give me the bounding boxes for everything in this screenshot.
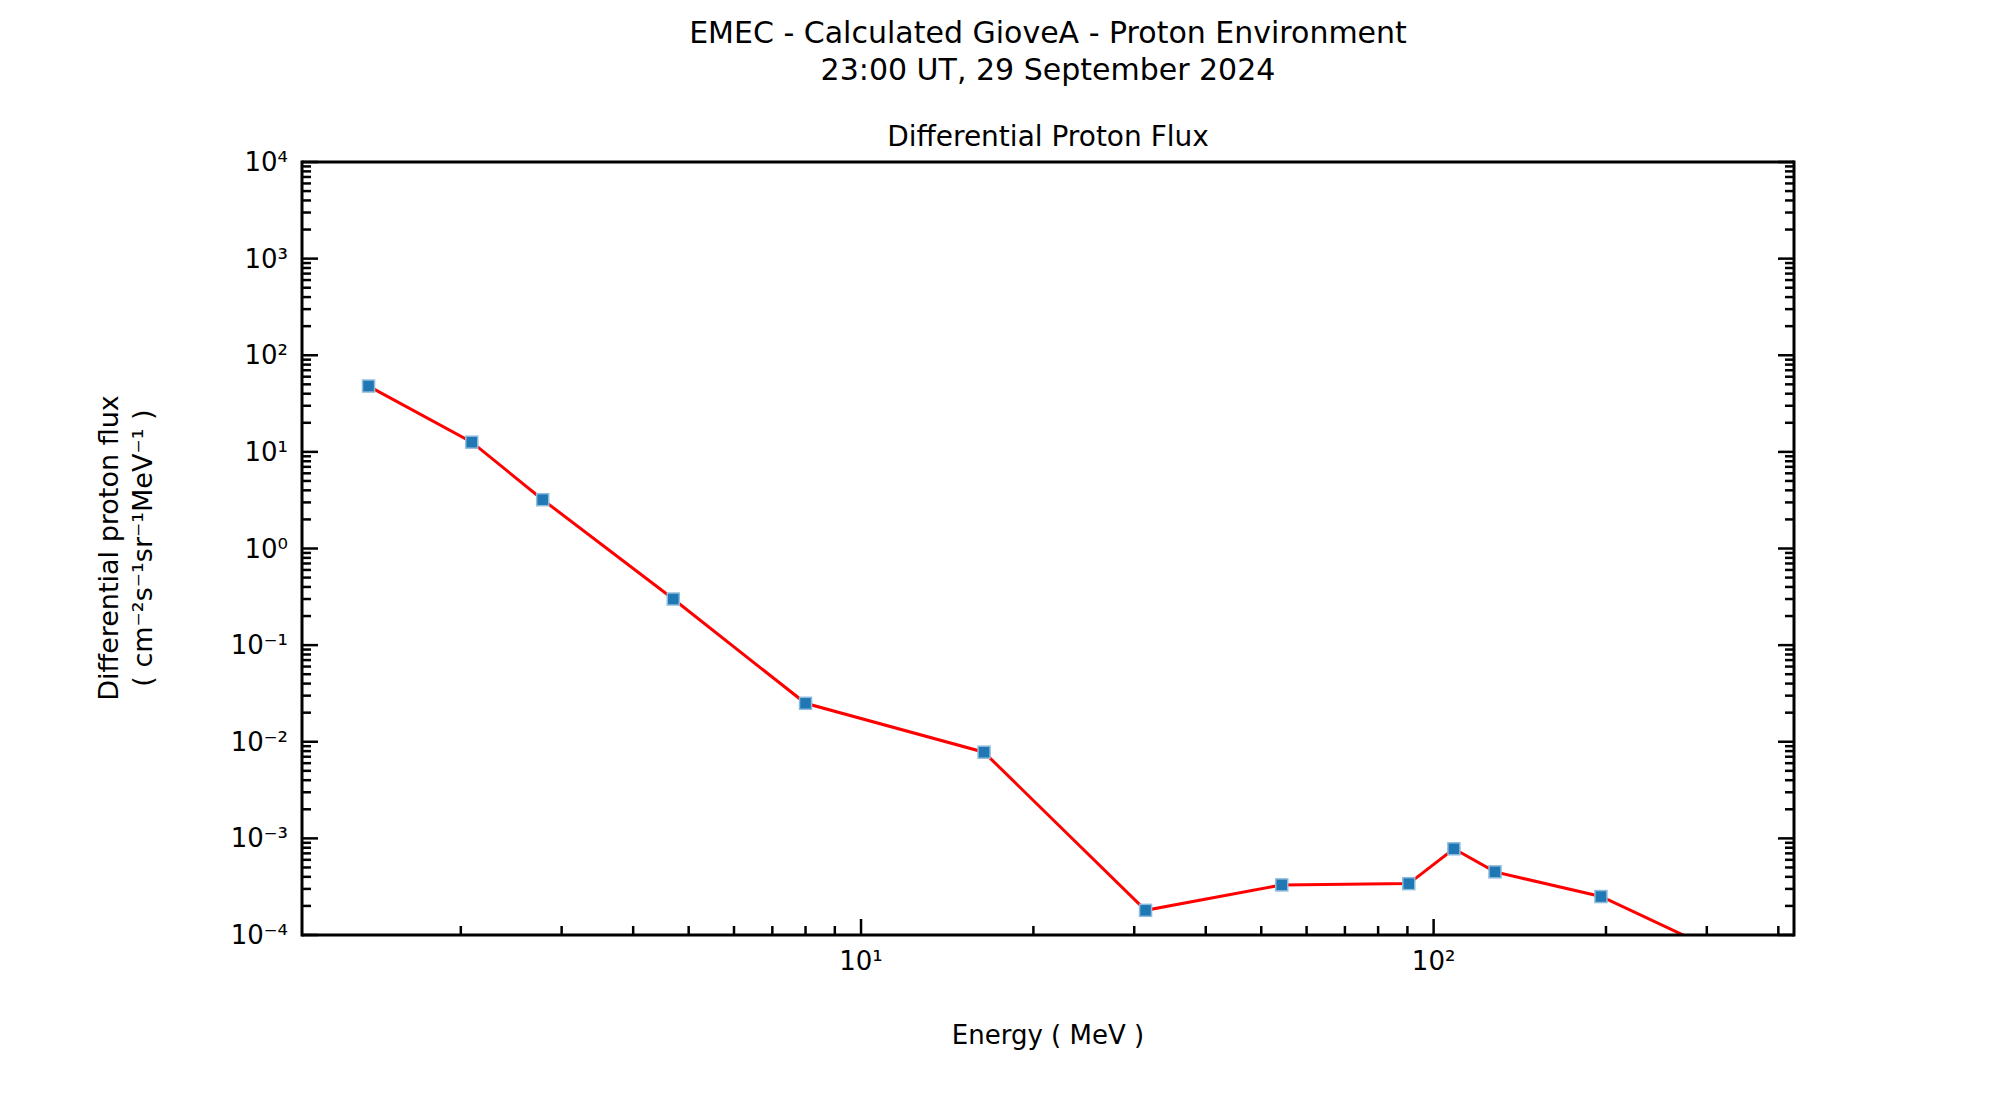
y-tick-label: 10⁻² [148, 726, 288, 758]
data-point-marker [1595, 891, 1607, 903]
data-point-marker [1448, 843, 1460, 855]
data-point-marker [1276, 879, 1288, 891]
data-point-marker [667, 593, 679, 605]
figure-title-line1: EMEC - Calculated GioveA - Proton Enviro… [302, 14, 1794, 51]
x-axis-label: Energy ( MeV ) [302, 1020, 1794, 1050]
x-tick-label: 10¹ [839, 946, 883, 976]
figure-title-line2: 23:00 UT, 29 September 2024 [302, 51, 1794, 88]
data-point-marker [1140, 904, 1152, 916]
chart-title: Differential Proton Flux [302, 120, 1794, 153]
y-axis-label-line1: Differential proton flux [92, 395, 126, 701]
y-tick-label: 10⁻⁴ [148, 919, 288, 951]
data-point-marker [1727, 953, 1739, 965]
figure-title: EMEC - Calculated GioveA - Proton Enviro… [302, 14, 1794, 88]
data-point-marker [800, 697, 812, 709]
data-point-marker [537, 494, 549, 506]
figure: EMEC - Calculated GioveA - Proton Enviro… [0, 0, 2000, 1100]
data-point-marker [1489, 866, 1501, 878]
y-tick-label: 10³ [148, 243, 288, 275]
data-point-marker [363, 380, 375, 392]
plot-area [302, 162, 1794, 935]
series-proton-flux [363, 380, 1740, 965]
x-tick-label: 10² [1412, 946, 1456, 976]
flux-line [369, 386, 1734, 959]
y-tick-label: 10⁻¹ [148, 629, 288, 661]
data-point-marker [1403, 878, 1415, 890]
y-tick-label: 10⁰ [148, 533, 288, 565]
y-tick-label: 10⁻³ [148, 822, 288, 854]
axes-spines [302, 161, 1794, 937]
y-tick-label: 10² [148, 339, 288, 371]
data-point-marker [978, 746, 990, 758]
y-tick-label: 10¹ [148, 436, 288, 468]
data-point-marker [466, 436, 478, 448]
axis-ticks [302, 162, 1794, 935]
y-tick-label: 10⁴ [148, 146, 288, 178]
data-point-markers [363, 380, 1740, 965]
